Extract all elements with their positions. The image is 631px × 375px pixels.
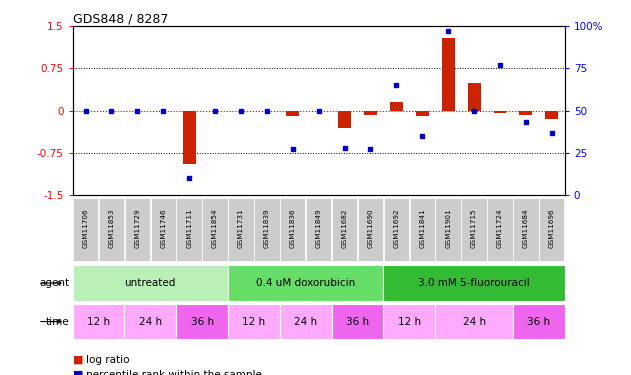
Text: GSM11746: GSM11746	[160, 209, 166, 248]
Bar	[280, 304, 332, 339]
Text: GSM11841: GSM11841	[419, 209, 425, 248]
Bar	[410, 198, 435, 261]
Bar	[177, 198, 202, 261]
Text: GSM11684: GSM11684	[523, 209, 529, 248]
Bar	[280, 198, 305, 261]
Bar	[73, 198, 98, 261]
Bar	[332, 304, 384, 339]
Text: 24 h: 24 h	[463, 316, 486, 327]
Text: percentile rank within the sample: percentile rank within the sample	[86, 370, 262, 375]
Bar	[487, 198, 512, 261]
Bar	[286, 111, 299, 116]
Text: 36 h: 36 h	[191, 316, 214, 327]
Text: ■: ■	[73, 370, 83, 375]
Bar	[203, 198, 228, 261]
Bar	[468, 82, 481, 111]
Text: 36 h: 36 h	[346, 316, 369, 327]
Bar	[176, 304, 228, 339]
Bar	[513, 198, 539, 261]
Text: GSM11901: GSM11901	[445, 209, 451, 248]
Bar	[519, 111, 533, 115]
Text: GSM11853: GSM11853	[109, 209, 114, 248]
Text: 12 h: 12 h	[242, 316, 266, 327]
Text: 36 h: 36 h	[528, 316, 550, 327]
Bar	[461, 198, 487, 261]
Bar	[254, 198, 280, 261]
Bar	[435, 198, 461, 261]
Bar	[151, 198, 176, 261]
Bar	[73, 265, 228, 301]
Bar	[182, 111, 196, 164]
Text: ■: ■	[73, 355, 83, 365]
Bar	[416, 111, 428, 116]
Bar	[338, 111, 351, 128]
Text: GSM11731: GSM11731	[238, 209, 244, 248]
Text: GSM11696: GSM11696	[549, 209, 555, 248]
Bar	[228, 265, 384, 301]
Text: GSM11724: GSM11724	[497, 209, 503, 248]
Text: log ratio: log ratio	[86, 355, 130, 365]
Text: GSM11715: GSM11715	[471, 209, 477, 248]
Bar	[125, 198, 150, 261]
Bar	[545, 111, 558, 119]
Text: 24 h: 24 h	[139, 316, 162, 327]
Text: GSM11729: GSM11729	[134, 209, 140, 248]
Text: GSM11711: GSM11711	[186, 209, 192, 248]
Bar	[364, 111, 377, 115]
Bar	[384, 198, 409, 261]
Text: 12 h: 12 h	[398, 316, 421, 327]
Text: GSM11682: GSM11682	[341, 209, 348, 248]
Text: GDS848 / 8287: GDS848 / 8287	[73, 12, 168, 25]
Text: time: time	[46, 316, 69, 327]
Text: agent: agent	[39, 278, 69, 288]
Text: 24 h: 24 h	[294, 316, 317, 327]
Bar	[435, 304, 513, 339]
Bar	[539, 198, 565, 261]
Text: untreated: untreated	[124, 278, 176, 288]
Text: GSM11706: GSM11706	[83, 209, 88, 248]
Bar	[384, 265, 565, 301]
Bar	[390, 102, 403, 111]
Bar	[442, 38, 455, 111]
Bar	[384, 304, 435, 339]
Text: GSM11836: GSM11836	[290, 209, 296, 248]
Bar	[73, 304, 124, 339]
Bar	[513, 304, 565, 339]
Bar	[228, 304, 280, 339]
Bar	[493, 111, 507, 113]
Text: GSM11854: GSM11854	[212, 209, 218, 248]
Text: GSM11690: GSM11690	[367, 209, 374, 248]
Bar	[306, 198, 331, 261]
Text: 3.0 mM 5-fluorouracil: 3.0 mM 5-fluorouracil	[418, 278, 530, 288]
Text: GSM11839: GSM11839	[264, 209, 270, 248]
Text: GSM11849: GSM11849	[316, 209, 322, 248]
Text: GSM11692: GSM11692	[393, 209, 399, 248]
Bar	[98, 198, 124, 261]
Bar	[124, 304, 176, 339]
Text: 12 h: 12 h	[87, 316, 110, 327]
Bar	[358, 198, 383, 261]
Text: 0.4 uM doxorubicin: 0.4 uM doxorubicin	[256, 278, 355, 288]
Bar	[228, 198, 254, 261]
Bar	[332, 198, 357, 261]
